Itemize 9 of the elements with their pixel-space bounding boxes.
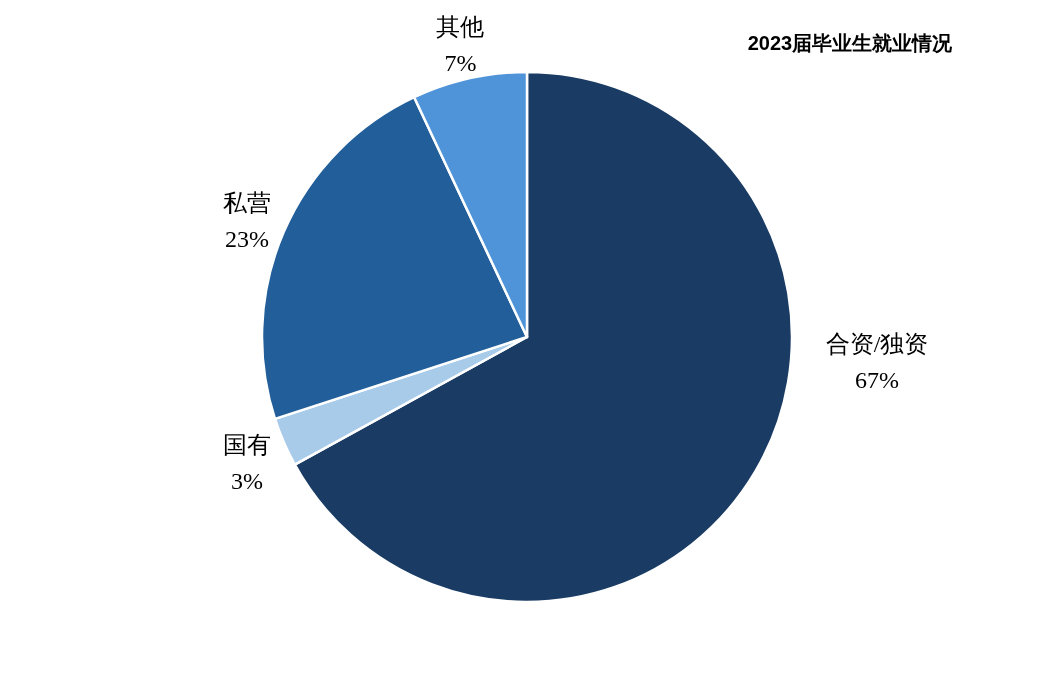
text: 2023届毕业生就业情况	[747, 32, 954, 54]
slice-label: 国有	[223, 432, 272, 459]
data-label: 67%	[855, 367, 899, 394]
data-label: 7%	[444, 49, 477, 76]
slice-label: 其他	[436, 13, 485, 40]
data-label: 3%	[231, 468, 264, 495]
slice-label: 私营	[223, 190, 272, 217]
data-label: 23%	[225, 226, 270, 253]
slice-label: 合资/独资	[825, 331, 929, 358]
